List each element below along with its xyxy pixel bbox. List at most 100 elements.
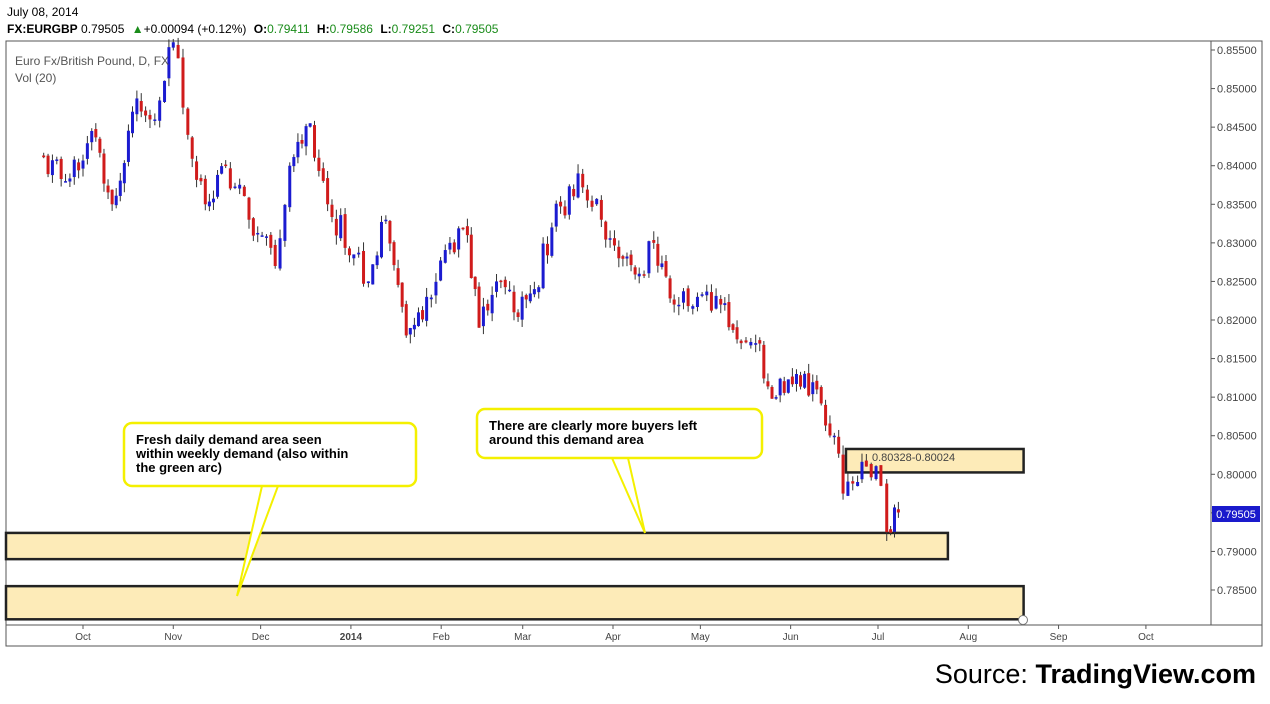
y-tick-label: 0.82000 (1217, 315, 1257, 327)
candle-body (668, 278, 672, 299)
x-tick-label: Sep (1050, 632, 1068, 643)
candle-body (824, 404, 828, 426)
candle-body (576, 173, 580, 198)
candle-body (452, 242, 456, 253)
candle-body (242, 186, 246, 197)
x-tick-label: Oct (1138, 632, 1154, 643)
candle-body (758, 340, 762, 344)
candle-body (118, 180, 122, 196)
candle-body (434, 281, 438, 296)
plot-area (5, 40, 1212, 626)
candle-body (896, 509, 900, 513)
y-tick-label: 0.81500 (1217, 354, 1257, 366)
candle-body (347, 248, 351, 256)
candle-body (617, 246, 621, 259)
candle-body (846, 481, 850, 496)
candle-body (59, 158, 63, 179)
candle-body (357, 252, 361, 255)
buyers-callout[interactable]: There are clearly more buyers leftaround… (475, 407, 764, 534)
candle-body (171, 42, 175, 48)
low-label: L: (380, 22, 392, 36)
candle-body (512, 291, 516, 313)
candle-body (269, 234, 273, 248)
candle-body (371, 264, 375, 285)
x-tick-label: Apr (605, 632, 621, 643)
candle-body (81, 160, 85, 169)
candle-body (581, 173, 585, 188)
candle-body (126, 130, 130, 162)
supply-box[interactable] (844, 447, 1025, 474)
candle-body (304, 126, 308, 147)
weekly-demand-zone[interactable] (4, 584, 1025, 621)
candle-body (608, 238, 612, 240)
candle-body (102, 153, 106, 184)
candle-body (520, 296, 524, 320)
x-tick-label: Jul (872, 632, 885, 643)
candle-body (384, 219, 388, 222)
candle-body (425, 296, 429, 321)
y-tick-label: 0.80500 (1217, 431, 1257, 443)
open-value: 0.79411 (267, 22, 310, 36)
candle-body (153, 119, 157, 121)
candle-body (352, 254, 356, 259)
candle-body (148, 114, 152, 120)
candle-body (90, 131, 94, 143)
candle-body (786, 379, 790, 393)
candle-body (321, 168, 325, 181)
symbol[interactable]: FX:EURGBP (7, 22, 78, 36)
candle-body (567, 186, 571, 215)
y-tick-label: 0.79000 (1217, 546, 1257, 558)
candle-body (691, 306, 695, 309)
candle-body (841, 454, 845, 494)
candle-body (469, 234, 473, 279)
candle-body (681, 291, 685, 303)
source-brand: TradingView.com (1035, 659, 1256, 689)
last-price: 0.79505 (81, 22, 125, 36)
y-tick-label: 0.84500 (1217, 122, 1257, 134)
candle-body (762, 344, 766, 379)
triangle-up-icon: ▲ (131, 22, 144, 36)
candle-body (247, 197, 251, 220)
candle-body (637, 273, 641, 277)
candle-body (211, 198, 215, 203)
y-tick-label: 0.80000 (1217, 469, 1257, 481)
candle-body (343, 214, 347, 248)
candle-body (199, 178, 203, 182)
candle-body (421, 310, 425, 320)
candle-body (264, 236, 268, 238)
candle-body (705, 291, 709, 296)
candle-body (260, 235, 264, 237)
candle-body (203, 178, 207, 205)
close-label: C: (442, 22, 456, 36)
price-tag-box (1212, 506, 1260, 522)
candle-body (585, 189, 589, 201)
source-prefix: Source: (934, 659, 1036, 689)
chart-date: July 08, 2014 (7, 5, 79, 19)
candle-body (85, 143, 89, 159)
candle-body (819, 387, 823, 404)
candle-body (599, 199, 603, 220)
change-value: +0.00094 (+0.12%) (143, 22, 247, 36)
candle-body (672, 299, 676, 305)
candle-body (114, 195, 118, 206)
candle-body (176, 44, 180, 59)
candle-body (612, 238, 616, 246)
candle-body (163, 80, 167, 102)
close-value: 0.79505 (455, 22, 499, 36)
anchor-handle[interactable] (1018, 615, 1028, 625)
candle-body (292, 157, 296, 167)
candle-body (308, 123, 312, 127)
price-tag-label: 0.79505 (1216, 509, 1256, 521)
candle-body (288, 165, 292, 208)
candle-body (782, 381, 786, 393)
candle-body (735, 327, 739, 340)
candle-body (832, 435, 836, 438)
candle-body (656, 243, 660, 266)
daily-demand-callout-text: within weekly demand (also within (135, 446, 348, 461)
candle-body (339, 215, 343, 239)
daily-demand-zone[interactable] (4, 531, 950, 561)
y-tick-label: 0.83000 (1217, 238, 1257, 250)
candle-body (590, 200, 594, 207)
